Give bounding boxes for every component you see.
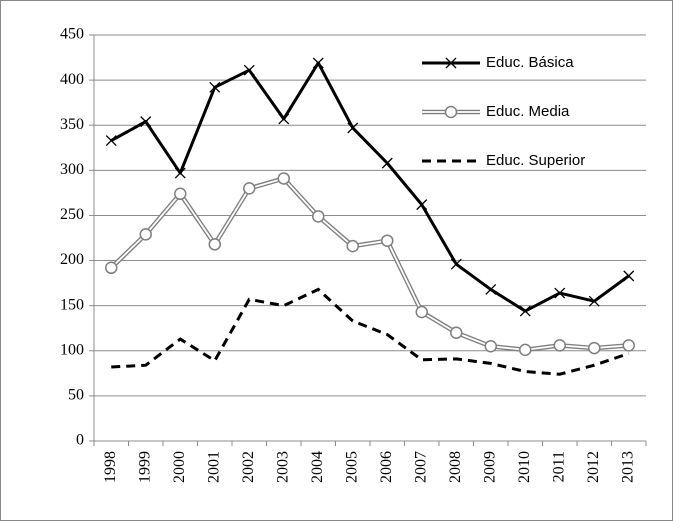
point-marker bbox=[278, 113, 290, 125]
y-tick-label: 50 bbox=[68, 387, 84, 404]
point-marker bbox=[485, 283, 497, 295]
y-tick-label: 300 bbox=[60, 161, 84, 178]
point-marker bbox=[450, 326, 463, 339]
point-marker bbox=[105, 135, 117, 147]
point-marker bbox=[416, 199, 428, 211]
legend-item: Educ. Básica bbox=[422, 54, 574, 71]
y-tick-label: 150 bbox=[60, 296, 84, 313]
legend-item: Educ. Media bbox=[422, 103, 570, 120]
point-marker bbox=[554, 287, 566, 299]
y-tick-label: 200 bbox=[60, 251, 84, 268]
series bbox=[105, 57, 635, 317]
x-tick-label: 2007 bbox=[412, 451, 429, 483]
x-tick-label: 2013 bbox=[619, 451, 636, 483]
y-tick-label: 400 bbox=[60, 71, 84, 88]
x-tick-label: 2009 bbox=[481, 451, 498, 483]
point-marker bbox=[484, 340, 497, 353]
legend-label: Educ. Superior bbox=[486, 152, 585, 169]
point-marker bbox=[174, 167, 186, 179]
point-marker bbox=[312, 57, 324, 69]
x-tick-label: 1998 bbox=[102, 451, 119, 483]
line bbox=[110, 61, 630, 313]
point-marker bbox=[519, 305, 531, 317]
legend-marker bbox=[444, 105, 458, 119]
legend-label: Educ. Media bbox=[486, 103, 570, 120]
point-marker bbox=[519, 343, 532, 357]
x-tick-label: 2010 bbox=[516, 451, 533, 483]
point-marker bbox=[243, 64, 255, 76]
point-marker bbox=[312, 210, 325, 223]
point-marker bbox=[588, 295, 600, 307]
x-tick-label: 2004 bbox=[309, 451, 326, 483]
line-inner bbox=[110, 177, 629, 351]
point-marker bbox=[415, 305, 428, 319]
x-tick-label: 2012 bbox=[585, 451, 602, 483]
point-marker bbox=[174, 187, 187, 201]
point-marker bbox=[105, 261, 118, 275]
x-tick-label: 2003 bbox=[274, 451, 291, 483]
point-marker bbox=[381, 234, 394, 247]
point-marker bbox=[346, 239, 359, 253]
x-tick-label: 2001 bbox=[205, 451, 222, 483]
point-marker bbox=[277, 172, 290, 185]
y-tick-label: 250 bbox=[60, 206, 84, 223]
x-tick-label: 2005 bbox=[343, 451, 360, 483]
point-marker bbox=[243, 182, 256, 195]
x-tick-label: 2006 bbox=[378, 451, 395, 483]
x-tick-label: 2008 bbox=[447, 451, 464, 483]
point-marker bbox=[588, 341, 601, 355]
point-marker bbox=[209, 81, 221, 93]
x-tick-label: 2011 bbox=[550, 451, 567, 482]
line bbox=[111, 287, 630, 376]
point-marker bbox=[622, 339, 635, 352]
point-marker bbox=[450, 258, 462, 270]
legend-item: Educ. Superior bbox=[422, 152, 585, 169]
x-tick-label: 1999 bbox=[136, 451, 153, 483]
legend-label: Educ. Básica bbox=[486, 54, 574, 71]
point-marker bbox=[347, 122, 359, 134]
point-marker bbox=[208, 238, 221, 251]
point-marker bbox=[139, 228, 152, 241]
series bbox=[105, 172, 635, 357]
point-marker bbox=[623, 270, 635, 282]
x-tick-label: 2002 bbox=[240, 451, 257, 483]
point-marker bbox=[553, 339, 566, 352]
y-tick-label: 450 bbox=[60, 26, 84, 43]
point-marker bbox=[381, 157, 393, 169]
y-tick-label: 0 bbox=[76, 432, 84, 449]
y-tick-label: 350 bbox=[60, 116, 84, 133]
point-marker bbox=[140, 116, 152, 128]
y-tick-label: 100 bbox=[60, 341, 84, 358]
legend-marker bbox=[445, 57, 457, 69]
x-tick-label: 2000 bbox=[171, 451, 188, 483]
series bbox=[111, 287, 630, 376]
